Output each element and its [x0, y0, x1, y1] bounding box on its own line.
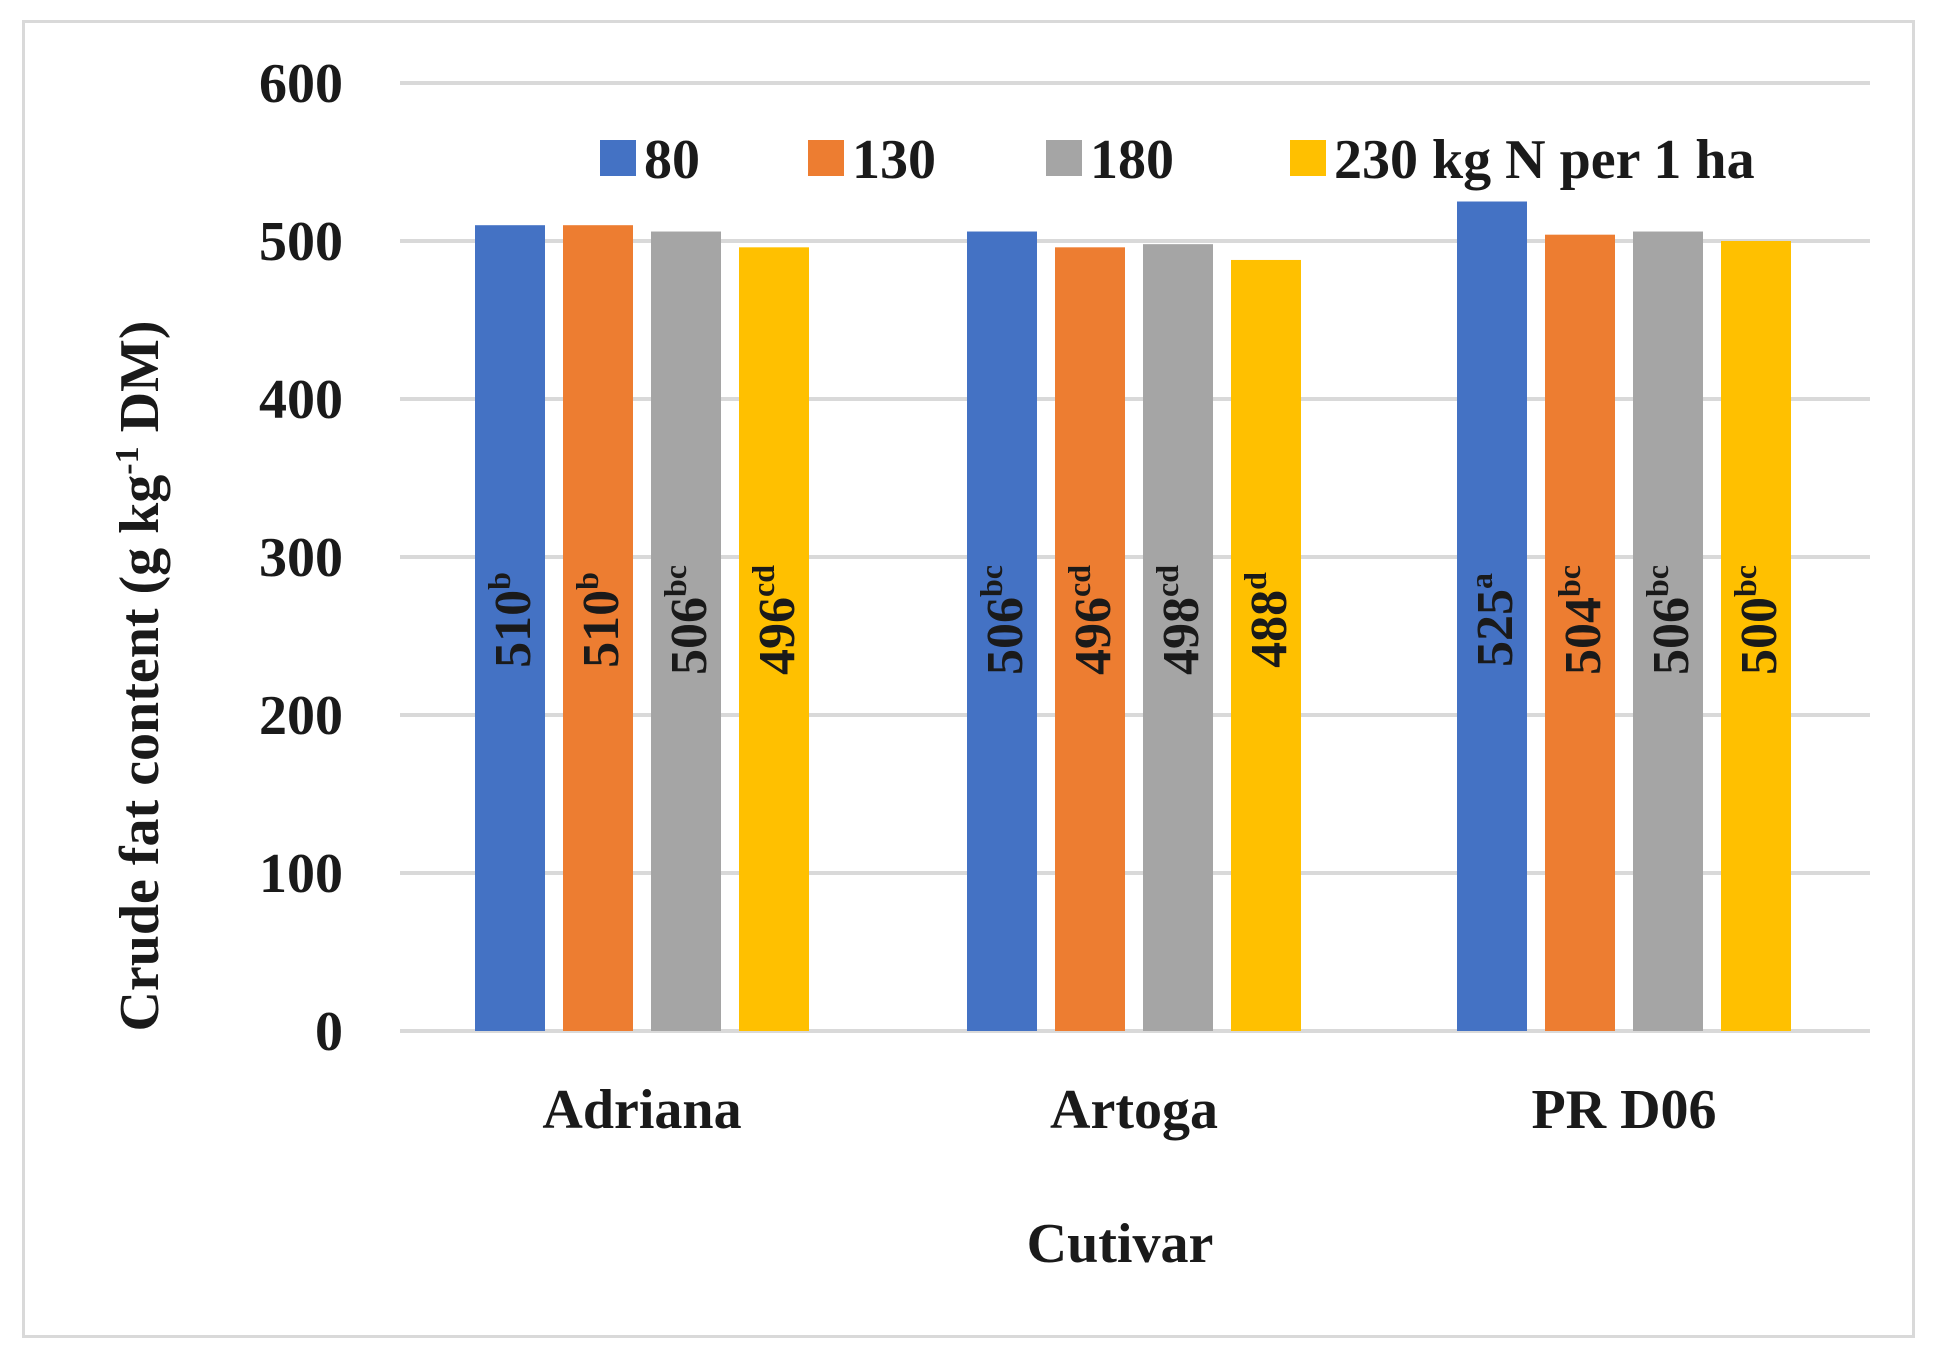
bar-value-label: 504bc: [1551, 565, 1612, 675]
legend-swatch: [808, 140, 844, 176]
bar-value-label: 525a: [1463, 573, 1524, 667]
significance-letter: b: [569, 572, 605, 590]
significance-letter: bc: [657, 565, 693, 597]
bar-value-label: 496cd: [1061, 565, 1122, 675]
bar-value: 496: [1065, 597, 1122, 675]
bar-artoga-230: [1231, 259, 1301, 1032]
legend-swatch: [1290, 140, 1326, 176]
bar-pr-d06-180: [1633, 231, 1703, 1031]
significance-letter: bc: [1727, 565, 1763, 597]
legend-label: 230 kg N per 1 ha: [1334, 129, 1755, 191]
bar-value-label: 500bc: [1727, 565, 1788, 675]
y-axis-title-superscript: -1: [109, 446, 146, 474]
bar-value: 506: [977, 597, 1034, 675]
x-axis-title: Cutivar: [1027, 1213, 1214, 1275]
bar-artoga-80: [967, 231, 1037, 1031]
bar-adriana-80: [475, 225, 545, 1031]
bar-value: 510: [485, 590, 542, 668]
y-axis-ticks: 0 100 200 300 400 500 600: [259, 53, 343, 1063]
bar-value: 506: [1643, 597, 1700, 675]
legend: 80 130 180 230 kg N per 1 ha: [600, 129, 1755, 191]
legend-swatch: [600, 140, 636, 176]
y-tick-label: 100: [259, 843, 343, 905]
bars: [475, 201, 1791, 1032]
gridlines: [400, 81, 1870, 1033]
bar-value-label: 506bc: [1639, 565, 1700, 675]
bar-value: 498: [1153, 597, 1210, 675]
significance-letter: bc: [1551, 565, 1587, 597]
bar-artoga-130: [1055, 247, 1125, 1031]
bar-value: 510: [573, 590, 630, 668]
bar-pr-d06-80: [1457, 201, 1527, 1031]
bar-value: 506: [661, 597, 718, 675]
significance-letter: bc: [1639, 565, 1675, 597]
y-tick-label: 600: [259, 53, 343, 115]
legend-label: 180: [1090, 129, 1174, 191]
bar-pr-d06-130: [1545, 234, 1615, 1031]
x-tick-label: Artoga: [1050, 1079, 1218, 1141]
bar-value: 488: [1241, 590, 1298, 668]
y-tick-label: 400: [259, 369, 343, 431]
bar-value-label: 510b: [481, 572, 542, 668]
significance-letter: cd: [745, 565, 781, 597]
bar-adriana-230: [739, 247, 809, 1031]
data-labels: 510b506bc525a510b496cd504bc506bc498cd506…: [481, 565, 1788, 675]
y-tick-label: 200: [259, 685, 343, 747]
y-axis-title: Crude fat content (g kg-1 DM): [109, 320, 171, 1031]
x-tick-label: Adriana: [542, 1079, 741, 1141]
bar-adriana-130: [563, 225, 633, 1031]
y-tick-label: 300: [259, 527, 343, 589]
significance-letter: b: [481, 572, 517, 590]
significance-letter: cd: [1149, 565, 1185, 597]
bar-value-label: 498cd: [1149, 565, 1210, 675]
significance-letter: d: [1237, 572, 1273, 590]
significance-letter: a: [1463, 573, 1499, 589]
bar-value: 525: [1467, 589, 1524, 667]
bar-pr-d06-230: [1721, 241, 1791, 1031]
y-tick-label: 500: [259, 211, 343, 273]
significance-letter: bc: [973, 565, 1009, 597]
bar-value-label: 510b: [569, 572, 630, 668]
bar-value-label: 506bc: [657, 565, 718, 675]
x-axis-ticks: Adriana Artoga PR D06: [542, 1079, 1716, 1141]
bar-value-label: 496cd: [745, 565, 806, 675]
legend-label: 130: [852, 129, 936, 191]
bar-value-label: 506bc: [973, 565, 1034, 675]
y-axis-title-main: Crude fat content (g kg: [109, 475, 171, 1032]
legend-label: 80: [644, 129, 700, 191]
bar-adriana-180: [651, 231, 721, 1031]
x-tick-label: PR D06: [1531, 1079, 1716, 1141]
bar-value: 500: [1731, 597, 1788, 675]
bar-value: 504: [1555, 597, 1612, 675]
y-tick-label: 0: [315, 1001, 343, 1063]
legend-swatch: [1046, 140, 1082, 176]
bar-value-label: 488d: [1237, 572, 1298, 668]
bar-artoga-180: [1143, 244, 1213, 1031]
significance-letter: cd: [1061, 565, 1097, 597]
bar-value: 496: [749, 597, 806, 675]
y-axis-title-tail: DM): [109, 320, 171, 446]
